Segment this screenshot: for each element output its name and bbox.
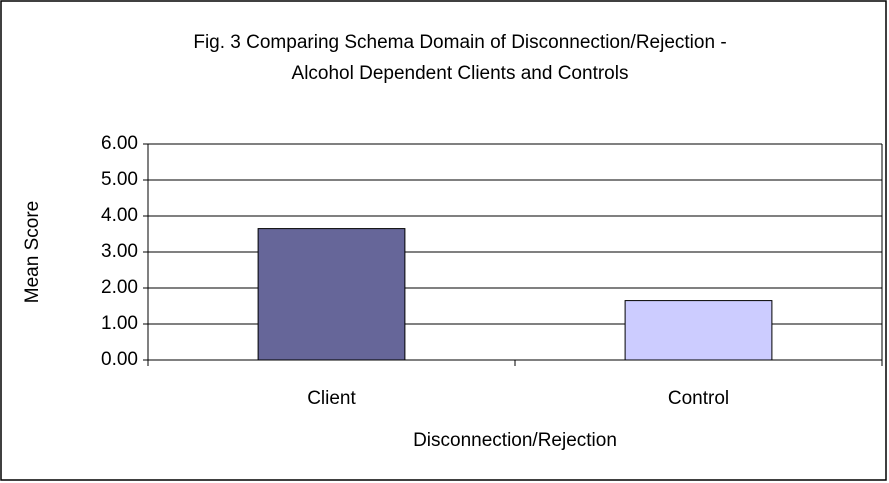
bar bbox=[257, 228, 406, 361]
y-axis-label: Mean Score bbox=[22, 201, 43, 303]
x-axis-label: Disconnection/Rejection bbox=[413, 430, 617, 451]
y-tick-label: 5.00 bbox=[101, 169, 138, 190]
y-tick-label: 4.00 bbox=[101, 205, 138, 226]
y-tick-label: 1.00 bbox=[101, 313, 138, 334]
y-tick-label: 0.00 bbox=[101, 349, 138, 370]
y-tick-label: 3.00 bbox=[101, 241, 138, 262]
chart-title: Alcohol Dependent Clients and Controls bbox=[292, 63, 629, 84]
x-tick-label: Client bbox=[307, 388, 356, 409]
bar bbox=[624, 300, 773, 361]
x-tick-label: Control bbox=[668, 388, 729, 409]
y-tick-label: 6.00 bbox=[101, 133, 138, 154]
y-tick-label: 2.00 bbox=[101, 277, 138, 298]
chart-title: Fig. 3 Comparing Schema Domain of Discon… bbox=[193, 32, 726, 53]
